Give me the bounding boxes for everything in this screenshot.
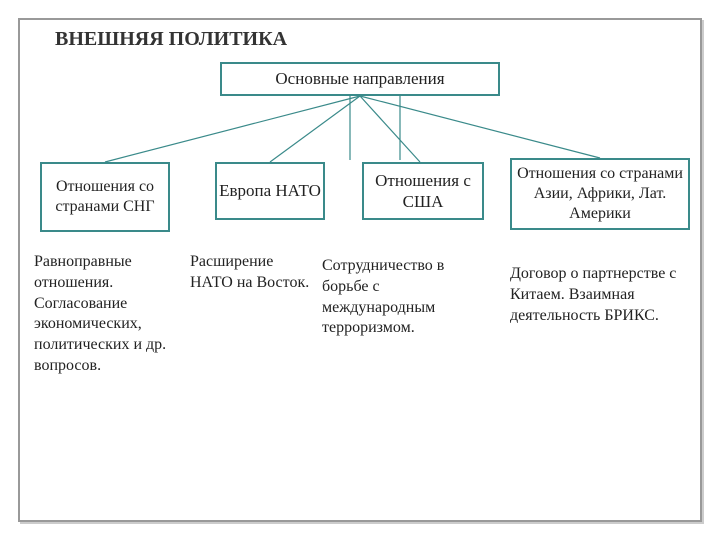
root-label: Основные направления xyxy=(275,68,444,89)
branch-box-europe-nato: Европа НАТО xyxy=(215,162,325,220)
page-title: ВНЕШНЯЯ ПОЛИТИКА xyxy=(55,28,287,51)
branch-box-usa: Отношения с США xyxy=(362,162,484,220)
branch-desc-usa: Сотрудничество в борьбе с международным … xyxy=(322,256,490,339)
branch-label: Отношения со странами СНГ xyxy=(42,177,168,217)
branch-label: Отношения со странами Азии, Африки, Лат.… xyxy=(512,164,688,224)
root-box: Основные направления xyxy=(220,62,500,96)
branch-desc-sng: Равноправные отношения. Согласование эко… xyxy=(34,252,182,377)
branch-box-sng: Отношения со странами СНГ xyxy=(40,162,170,232)
branch-desc-europe-nato: Расширение НАТО на Восток. xyxy=(190,252,310,294)
branch-box-asia-africa-latam: Отношения со странами Азии, Африки, Лат.… xyxy=(510,158,690,230)
branch-label: Отношения с США xyxy=(364,170,482,213)
branch-label: Европа НАТО xyxy=(219,180,321,201)
branch-desc-asia-africa-latam: Договор о партнерстве с Китаем. Взаимная… xyxy=(510,264,692,326)
